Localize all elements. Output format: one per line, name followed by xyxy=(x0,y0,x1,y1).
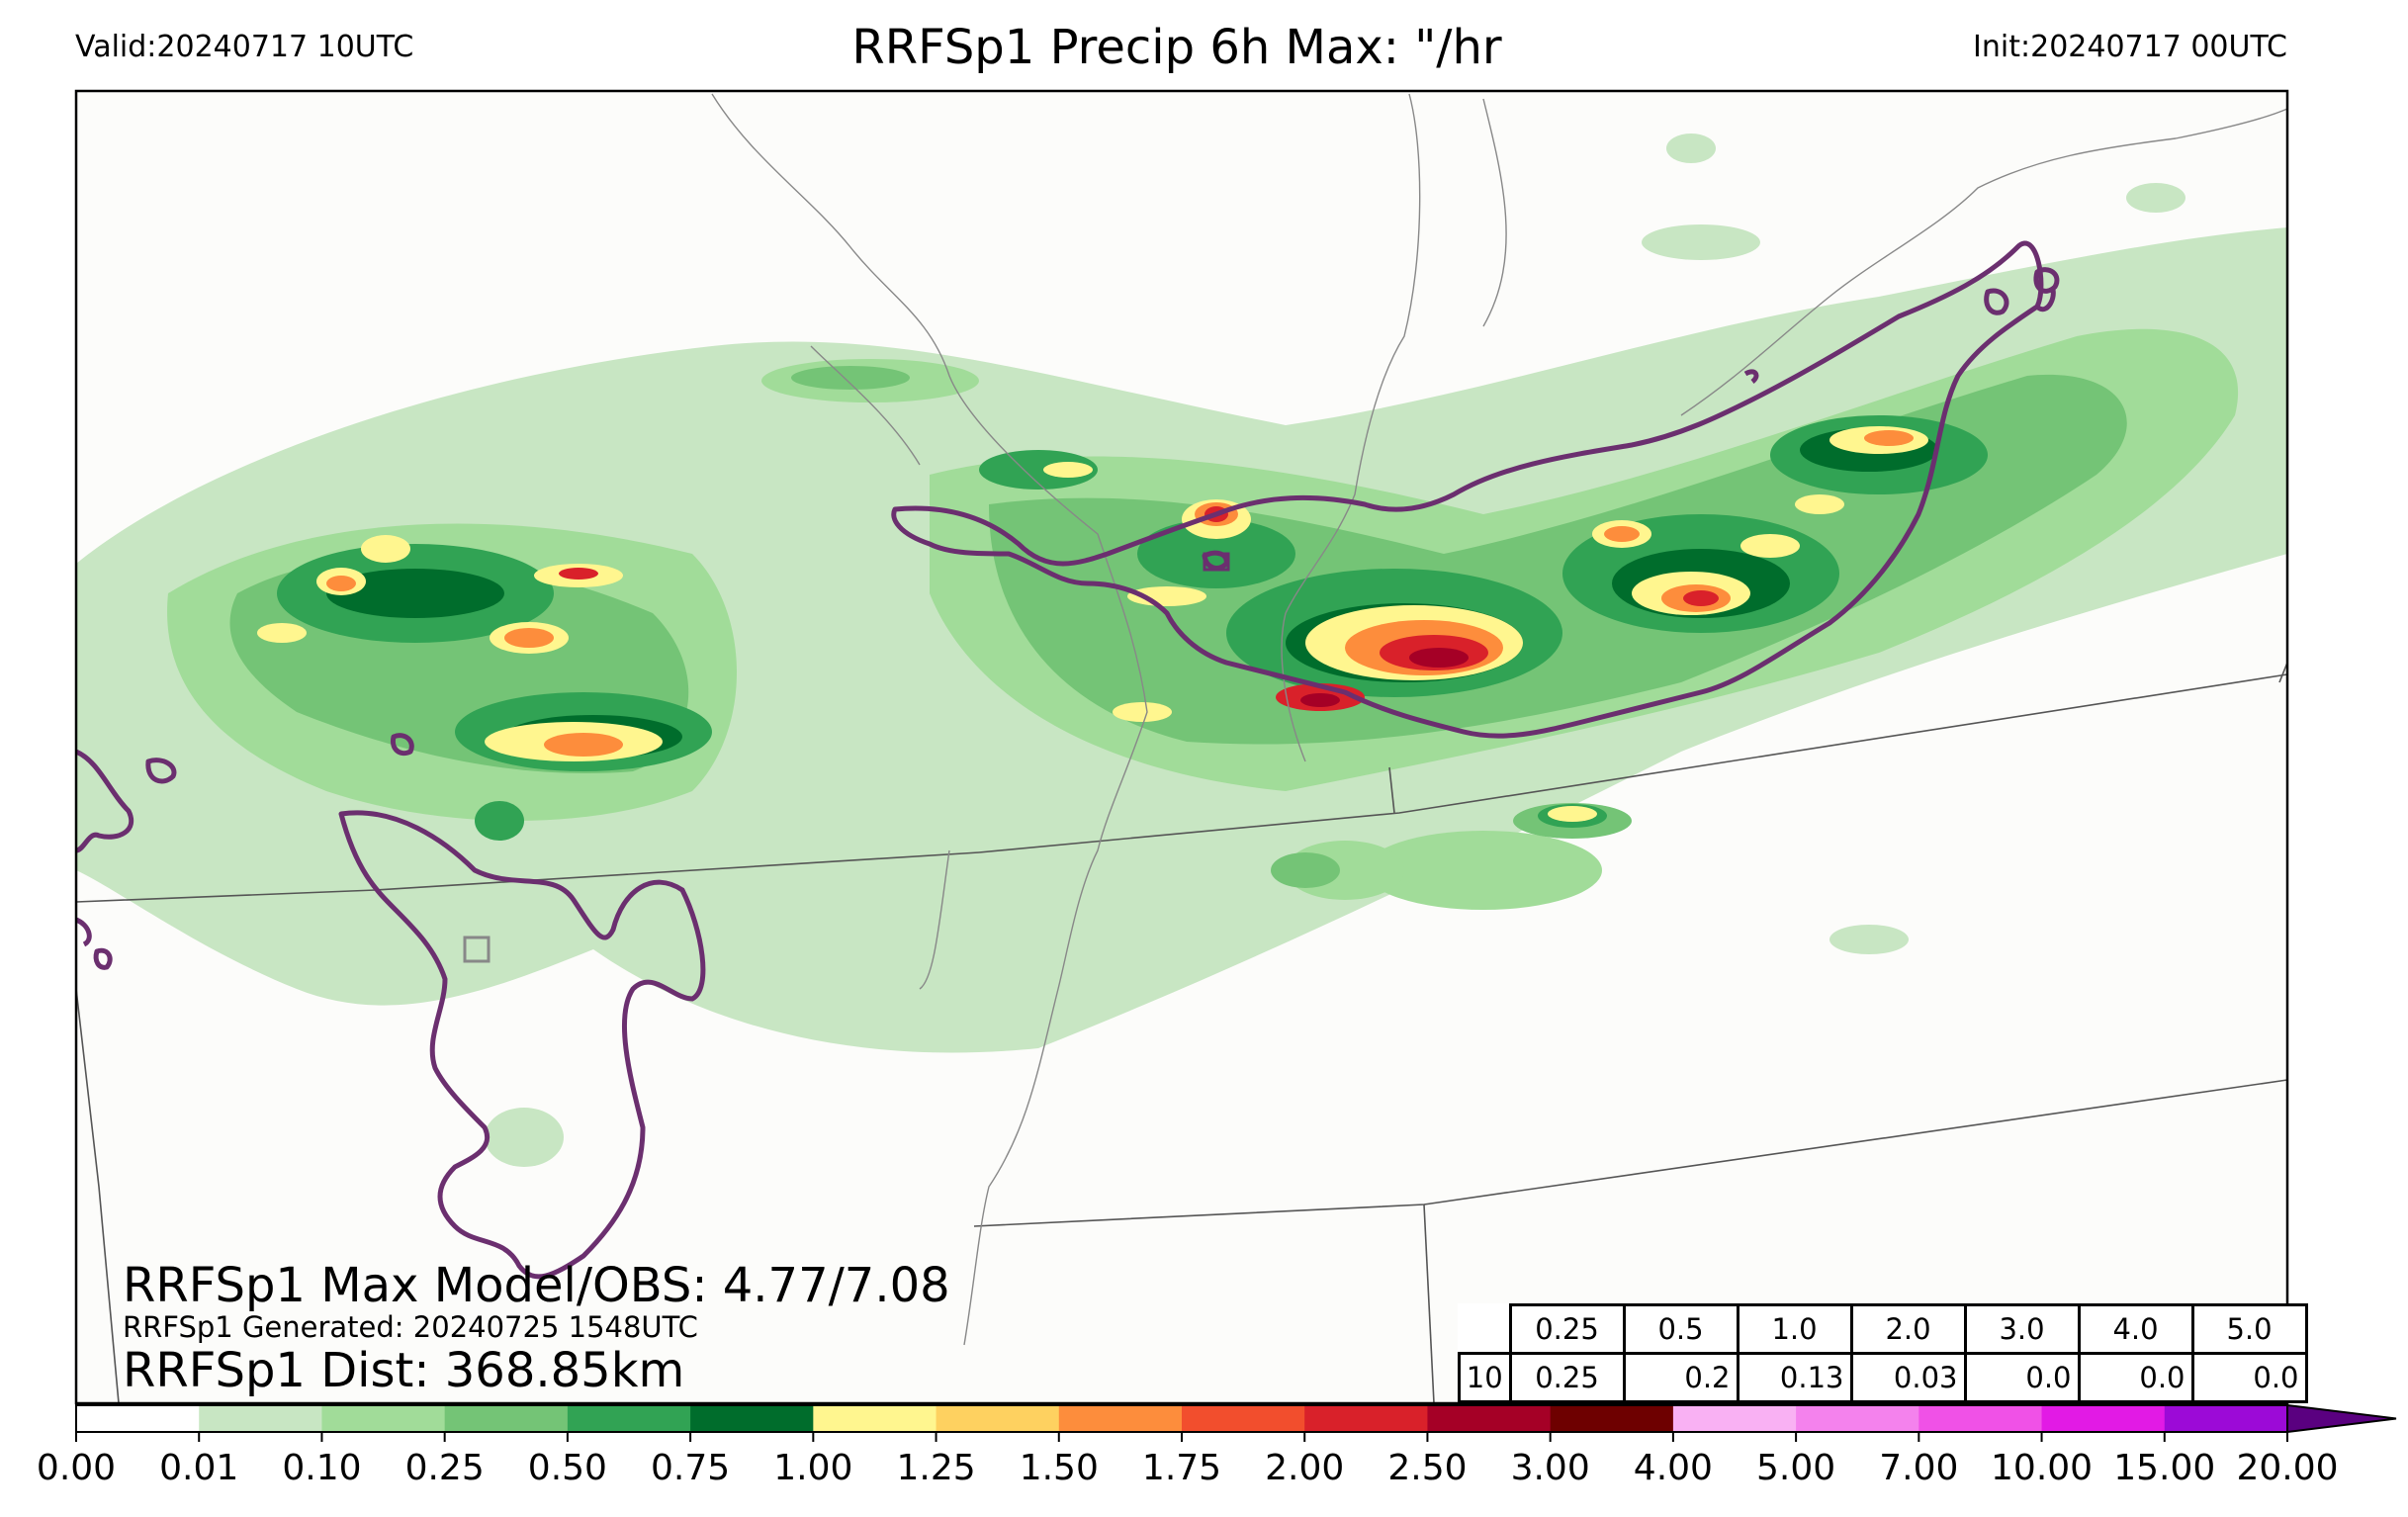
colorbar-tick-label: 1.00 xyxy=(773,1448,853,1488)
colorbar-tick-label: 1.75 xyxy=(1141,1448,1222,1488)
distance-label: RRFSp1 Dist: 368.85km xyxy=(123,1343,685,1398)
colorbar-swatch xyxy=(199,1405,322,1432)
colorbar-swatch xyxy=(1550,1405,1674,1432)
value-cell: 0.0 xyxy=(2077,1352,2194,1403)
colorbar-swatch xyxy=(444,1405,569,1432)
generated-time-label: RRFSp1 Generated: 20240725 1548UTC xyxy=(123,1310,698,1344)
colorbar-tick-label: 3.00 xyxy=(1510,1448,1590,1488)
map-title: RRFSp1 Precip 6h Max: "/hr xyxy=(851,20,1502,75)
colorbar-swatches xyxy=(76,1405,2288,1432)
colorbar-tick-label: 5.00 xyxy=(1756,1448,1836,1488)
colorbar-tick-label: 10.00 xyxy=(1991,1448,2094,1488)
threshold-cell: 4.0 xyxy=(2077,1303,2194,1355)
colorbar-swatch xyxy=(2041,1405,2166,1432)
threshold-cell: 0.25 xyxy=(1508,1303,1626,1355)
map-frame xyxy=(74,89,2289,1405)
obs-location-marker xyxy=(463,936,491,963)
colorbar-tick-label: 0.00 xyxy=(36,1448,117,1488)
colorbar-swatch xyxy=(1304,1405,1428,1432)
colorbar-swatch xyxy=(1182,1405,1305,1432)
colorbar-swatch xyxy=(1796,1405,1919,1432)
colorbar-tick-label: 15.00 xyxy=(2113,1448,2216,1488)
colorbar-swatch xyxy=(813,1405,937,1432)
colorbar-tick-label: 0.25 xyxy=(404,1448,485,1488)
colorbar-tick-label: 0.10 xyxy=(282,1448,362,1488)
colorbar-swatch xyxy=(2164,1405,2288,1432)
value-cell: 0.03 xyxy=(1849,1352,1967,1403)
threshold-value-row: 10 0.25 0.2 0.13 0.03 0.0 0.0 0.0 xyxy=(1458,1352,2308,1403)
colorbar-tick-label: 7.00 xyxy=(1879,1448,1959,1488)
colorbar-tick-label: 4.00 xyxy=(1633,1448,1713,1488)
colorbar-swatch xyxy=(1427,1405,1552,1432)
threshold-header-row: 0.25 0.5 1.0 2.0 3.0 4.0 5.0 xyxy=(1460,1303,2308,1355)
colorbar-swatch xyxy=(1672,1405,1797,1432)
value-cell: 0.0 xyxy=(1963,1352,2081,1403)
colorbar-swatch xyxy=(1058,1405,1183,1432)
colorbar-tick-label: 0.75 xyxy=(651,1448,731,1488)
threshold-table: 0.25 0.5 1.0 2.0 3.0 4.0 5.0 10 0.25 0.2… xyxy=(1458,1303,2308,1403)
state-boundaries xyxy=(76,662,2287,1403)
value-cell: 0.13 xyxy=(1736,1352,1853,1403)
colorbar-swatch xyxy=(936,1405,1060,1432)
colorbar-tick-label: 2.00 xyxy=(1265,1448,1345,1488)
colorbar-tick-label: 0.01 xyxy=(159,1448,239,1488)
colorbar-swatch xyxy=(76,1405,200,1432)
colorbar-extend-arrow xyxy=(2286,1403,2397,1434)
colorbar-swatch xyxy=(567,1405,691,1432)
value-cell: 0.25 xyxy=(1508,1352,1626,1403)
colorbar-tick-marks xyxy=(75,1432,2288,1442)
map-field xyxy=(76,91,2287,1403)
colorbar-tick-label: 1.50 xyxy=(1019,1448,1099,1488)
colorbar-swatch xyxy=(321,1405,446,1432)
valid-time: Valid:20240717 10UTC xyxy=(75,30,414,64)
threshold-cell: 2.0 xyxy=(1849,1303,1967,1355)
threshold-cell: 1.0 xyxy=(1736,1303,1853,1355)
peak-precip-cores xyxy=(1300,648,1469,707)
threshold-cell: 5.0 xyxy=(2190,1303,2308,1355)
colorbar-tick-label: 1.25 xyxy=(896,1448,976,1488)
init-time: Init:20240717 00UTC xyxy=(1973,30,2287,64)
observed-precip-contour xyxy=(76,240,2060,1280)
model-max-location-marker xyxy=(1203,552,1230,572)
colorbar-tick-label: 0.50 xyxy=(527,1448,607,1488)
value-cell: 0.0 xyxy=(2190,1352,2308,1403)
row-label-cell: 10 xyxy=(1458,1352,1512,1403)
value-cell: 0.2 xyxy=(1622,1352,1739,1403)
threshold-cell: 3.0 xyxy=(1963,1303,2081,1355)
colorbar-tick-label: 20.00 xyxy=(2236,1448,2339,1488)
rivers xyxy=(711,93,2287,1346)
max-model-obs-label: RRFSp1 Max Model/OBS: 4.77/7.08 xyxy=(123,1258,950,1313)
threshold-cell: 0.5 xyxy=(1622,1303,1739,1355)
colorbar-swatch xyxy=(690,1405,814,1432)
colorbar-swatch xyxy=(1918,1405,2043,1432)
colorbar-tick-label: 2.50 xyxy=(1387,1448,1468,1488)
